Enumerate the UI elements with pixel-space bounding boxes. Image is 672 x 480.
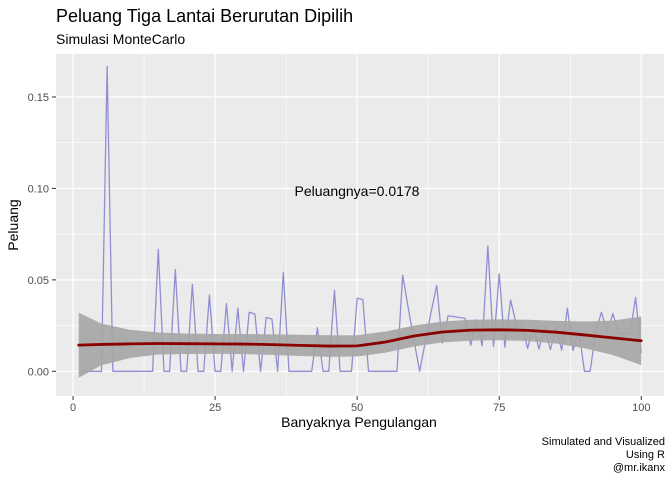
chart-subtitle: Simulasi MonteCarlo <box>56 31 185 47</box>
x-axis-label: Banyaknya Pengulangan <box>281 414 437 430</box>
y-tick-label: 0.00 <box>28 366 49 378</box>
x-tick-label: 50 <box>351 402 363 414</box>
x-tick-label: 75 <box>493 402 505 414</box>
y-tick-label: 0.15 <box>28 92 49 104</box>
caption-line-1: Simulated and Visualized <box>542 436 665 448</box>
chart-title: Peluang Tiga Lantai Berurutan Dipilih <box>56 6 353 26</box>
axis-ticks: 0 25 50 75 100 0.00 0.05 0.10 0.15 <box>28 92 651 414</box>
y-tick-label: 0.05 <box>28 275 49 287</box>
x-tick-label: 25 <box>209 402 221 414</box>
caption-line-2: Using R <box>626 449 665 461</box>
smooth-trend-line <box>77 328 643 348</box>
x-tick-label: 100 <box>632 402 650 414</box>
x-tick-label: 0 <box>70 402 76 414</box>
caption-line-3: @mr.ikanx <box>613 462 666 474</box>
y-axis-label: Peluang <box>5 199 21 250</box>
y-tick-label: 0.10 <box>28 183 49 195</box>
plot-area <box>56 54 664 396</box>
probability-annotation: Peluangnya=0.0178 <box>295 183 420 199</box>
